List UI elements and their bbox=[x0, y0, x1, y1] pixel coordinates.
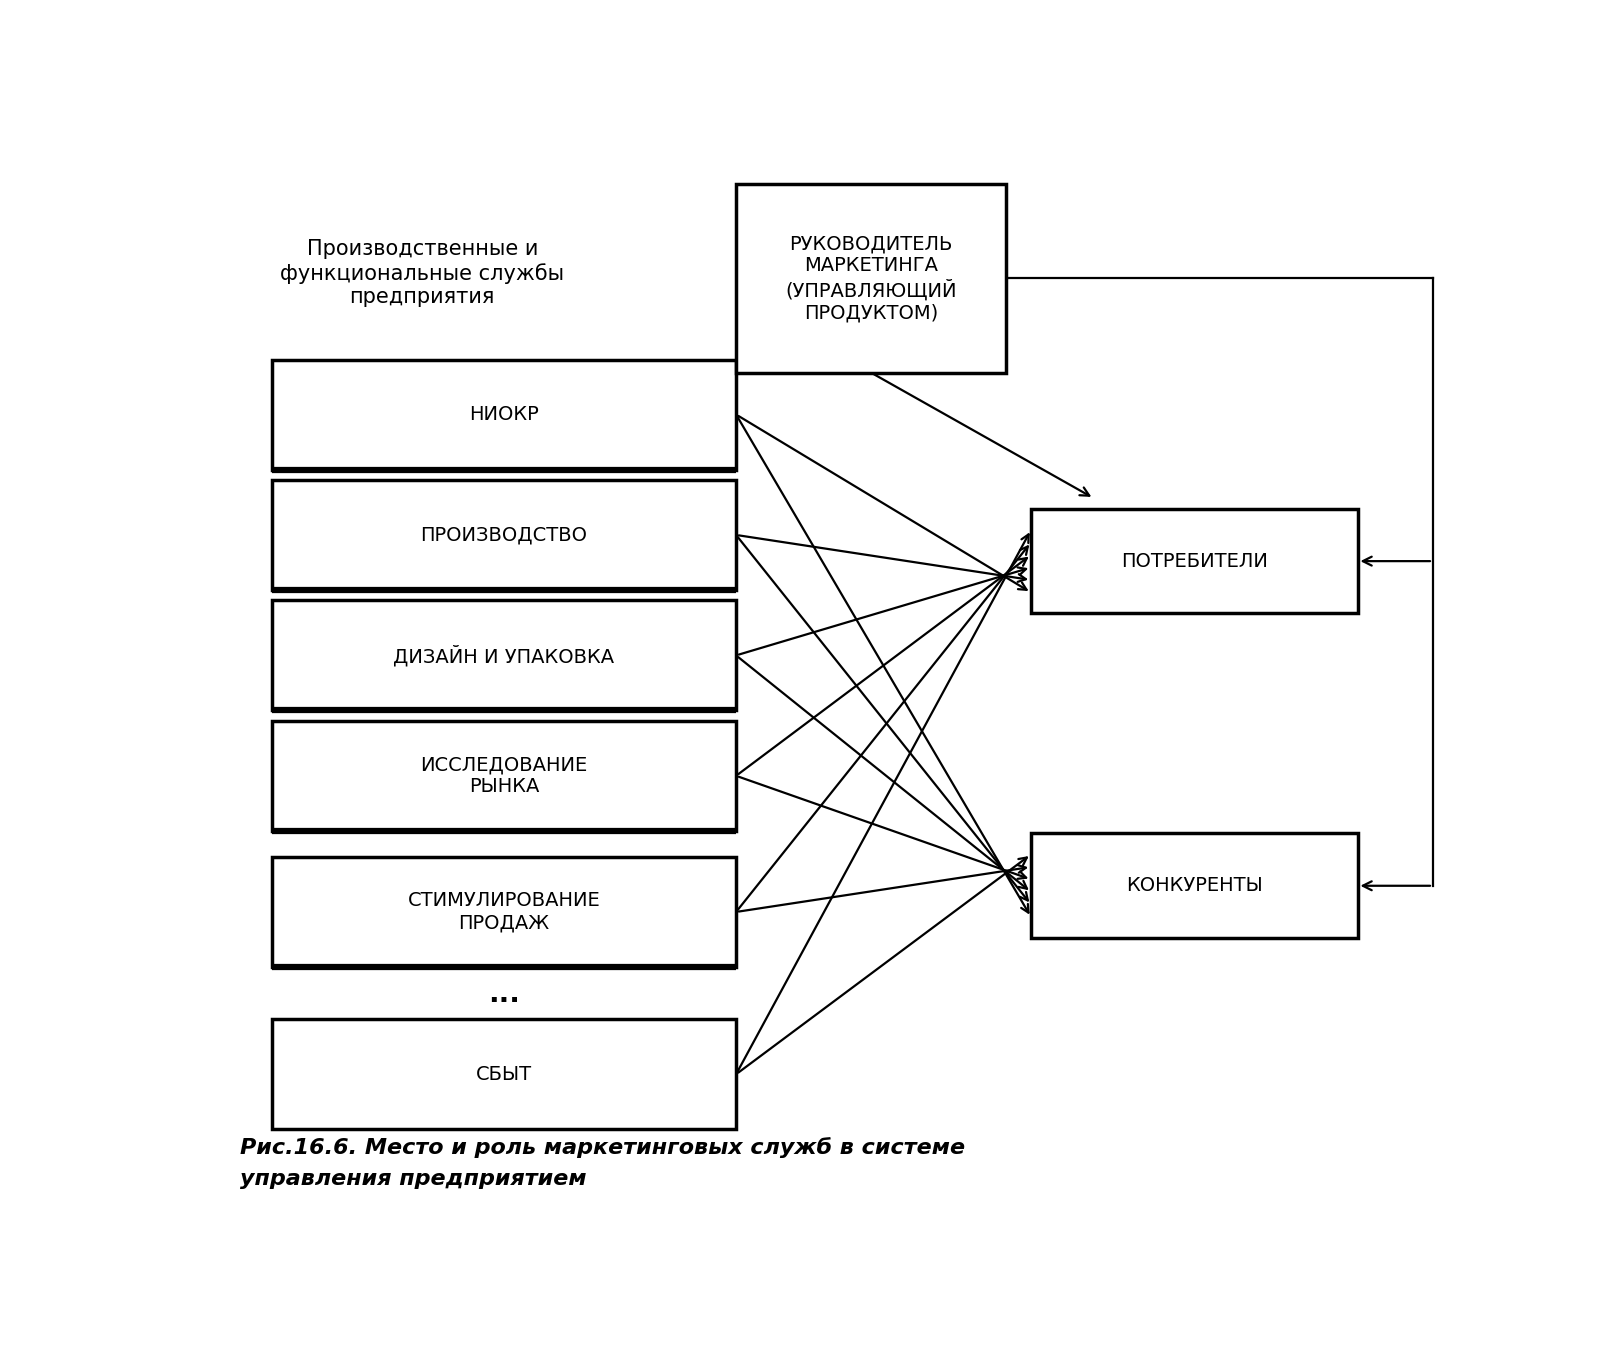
Text: СБЫТ: СБЫТ bbox=[476, 1065, 531, 1084]
Text: ПРОИЗВОДСТВО: ПРОИЗВОДСТВО bbox=[420, 525, 588, 544]
Bar bbox=[272, 480, 735, 590]
Bar bbox=[272, 359, 735, 469]
Bar bbox=[272, 721, 735, 831]
Bar bbox=[735, 184, 1006, 373]
Bar bbox=[272, 600, 735, 710]
Text: РУКОВОДИТЕЛЬ
МАРКЕТИНГА
(УПРАВЛЯЮЩИЙ
ПРОДУКТОМ): РУКОВОДИТЕЛЬ МАРКЕТИНГА (УПРАВЛЯЮЩИЙ ПРО… bbox=[786, 234, 957, 322]
Bar bbox=[1032, 834, 1358, 938]
Text: ДИЗАЙН И УПАКОВКА: ДИЗАЙН И УПАКОВКА bbox=[394, 645, 614, 666]
Text: ИССЛЕДОВАНИЕ
РЫНКА: ИССЛЕДОВАНИЕ РЫНКА bbox=[420, 755, 588, 797]
Text: Рис.16.6. Место и роль маркетинговых служб в системе: Рис.16.6. Место и роль маркетинговых слу… bbox=[240, 1137, 966, 1159]
Text: управления предприятием: управления предприятием bbox=[240, 1170, 586, 1189]
Text: Производственные и
функциональные службы
предприятия: Производственные и функциональные службы… bbox=[280, 239, 564, 307]
Bar bbox=[272, 1019, 735, 1129]
Bar bbox=[1032, 509, 1358, 613]
Text: СТИМУЛИРОВАНИЕ
ПРОДАЖ: СТИМУЛИРОВАНИЕ ПРОДАЖ bbox=[408, 891, 599, 933]
Text: НИОКР: НИОКР bbox=[468, 405, 539, 424]
Text: ПОТРЕБИТЕЛИ: ПОТРЕБИТЕЛИ bbox=[1121, 552, 1268, 571]
Text: КОНКУРЕНТЫ: КОНКУРЕНТЫ bbox=[1126, 876, 1262, 895]
Bar bbox=[272, 857, 735, 967]
Text: ...: ... bbox=[488, 979, 520, 1008]
